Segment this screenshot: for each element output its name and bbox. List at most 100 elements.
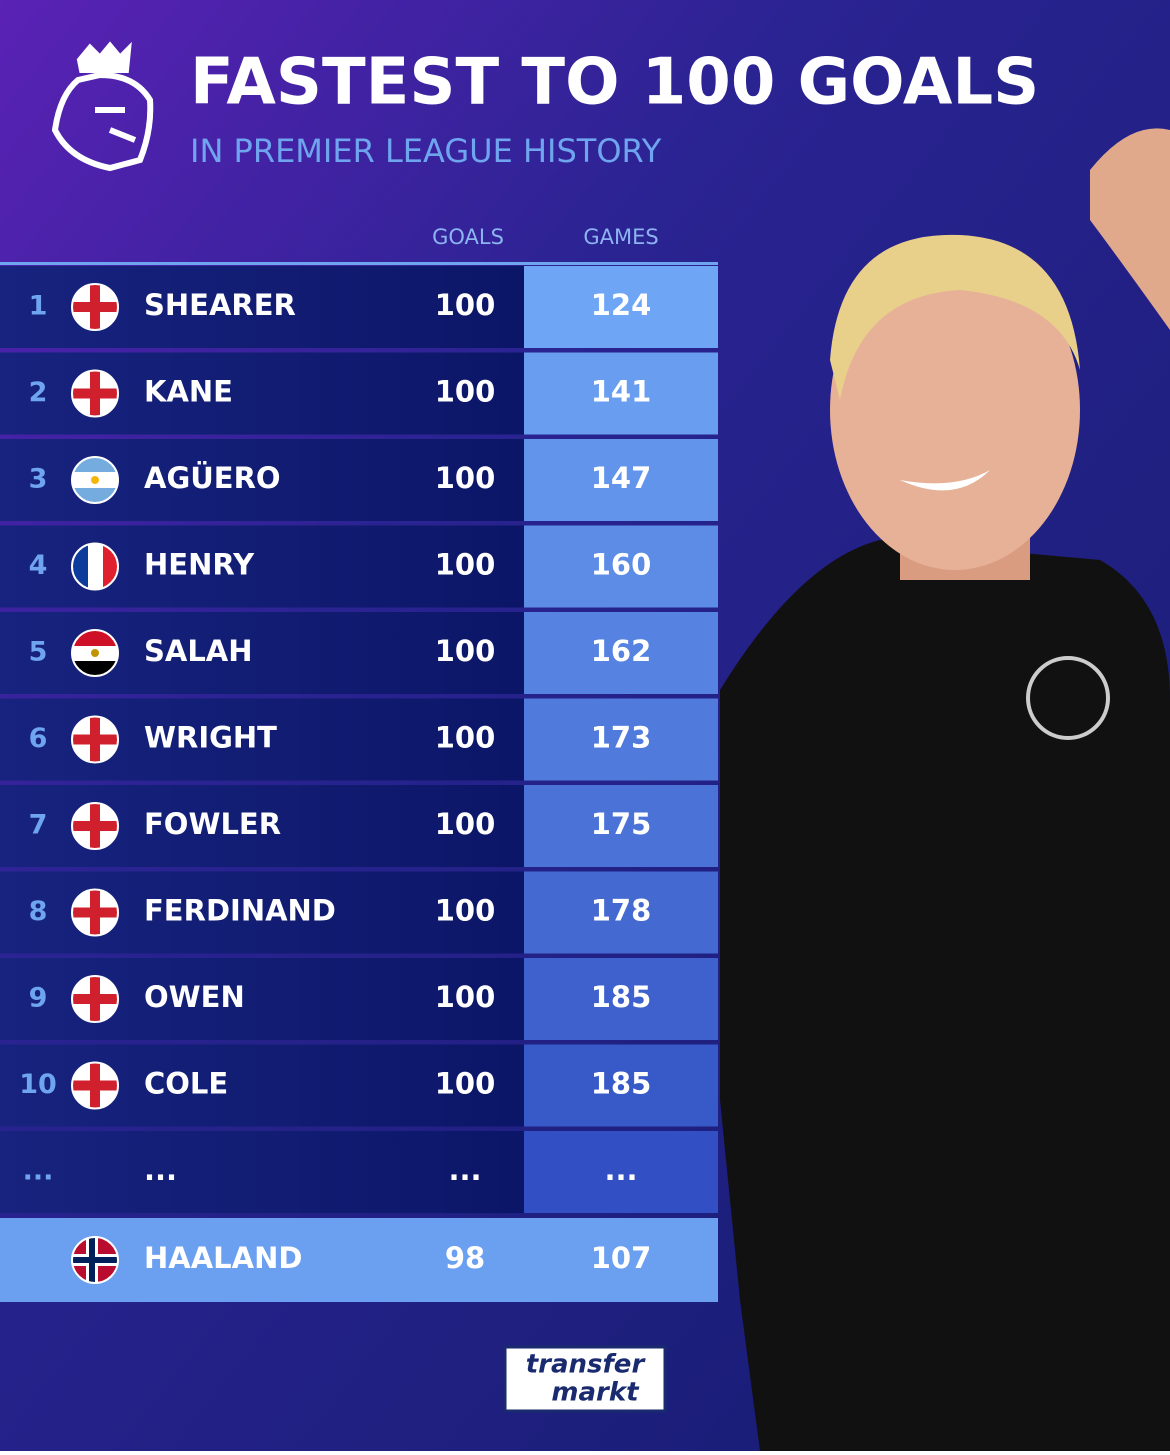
header-rule	[0, 262, 718, 265]
title: FASTEST TO 100 GOALS	[190, 46, 1039, 120]
flag-part	[72, 1257, 118, 1263]
logo-text: transfer	[526, 1350, 647, 1380]
player-name: FERDINAND	[144, 894, 336, 928]
rank: 9	[29, 983, 48, 1014]
games-cell	[524, 525, 718, 608]
flag-border	[71, 975, 119, 1023]
games-cell	[524, 698, 718, 781]
games: 185	[591, 980, 652, 1014]
flag-part	[88, 543, 103, 590]
flag	[71, 369, 119, 418]
games: 160	[591, 548, 652, 582]
rank: 5	[29, 637, 48, 668]
games: 124	[591, 288, 652, 322]
flag	[71, 1061, 119, 1110]
games: 173	[591, 721, 652, 755]
player-name: SHEARER	[144, 288, 296, 322]
player-name: ...	[144, 1153, 177, 1187]
flag-part	[91, 649, 99, 657]
flag	[71, 542, 119, 591]
games-cell	[524, 612, 718, 694]
column-header: GAMES	[583, 225, 658, 249]
goals: ...	[448, 1153, 481, 1187]
flag-part	[72, 821, 118, 831]
player-name: AGÜERO	[144, 461, 281, 495]
goals: 100	[435, 288, 496, 322]
logo-text: markt	[551, 1378, 640, 1408]
flag-body	[72, 1062, 118, 1109]
rank: 8	[29, 896, 48, 927]
flag-border	[71, 542, 119, 591]
table-row	[0, 1131, 524, 1213]
flag-part	[72, 1080, 118, 1091]
games: 162	[591, 634, 652, 668]
flag-border	[71, 369, 119, 418]
player-name: OWEN	[144, 980, 245, 1014]
flag-border	[71, 1236, 119, 1284]
flag-body	[72, 889, 118, 936]
flag-border	[71, 1061, 119, 1110]
column-header: GOALS	[432, 225, 504, 249]
rank: 3	[29, 464, 48, 495]
player-name: SALAH	[144, 634, 253, 668]
player-name: KANE	[144, 375, 233, 409]
flag-body	[72, 803, 118, 849]
goals: 100	[435, 634, 496, 668]
goals: 100	[435, 375, 496, 409]
games-cell	[524, 958, 718, 1040]
games-cell	[524, 785, 718, 867]
subtitle: IN PREMIER LEAGUE HISTORY	[190, 132, 662, 170]
goals: 100	[435, 807, 496, 841]
goals: 100	[435, 1067, 496, 1101]
flag	[71, 283, 119, 331]
flag-body	[72, 457, 118, 503]
rank: 10	[19, 1069, 57, 1100]
games: 107	[591, 1241, 652, 1275]
games: 141	[591, 375, 652, 409]
rank: 6	[29, 723, 48, 754]
games: 185	[591, 1067, 652, 1101]
flag	[71, 715, 119, 764]
flag-border	[71, 629, 119, 677]
goals: 100	[435, 980, 496, 1014]
rank: 4	[29, 550, 48, 581]
flag	[71, 629, 119, 677]
goals: 98	[445, 1241, 485, 1275]
rank: ...	[23, 1156, 54, 1187]
flag-body	[72, 284, 118, 330]
flag	[71, 456, 119, 504]
player-name: FOWLER	[144, 807, 281, 841]
flag-border	[71, 456, 119, 504]
flag-body	[72, 370, 118, 417]
goals: 100	[435, 894, 496, 928]
flag-part	[72, 388, 118, 399]
flag-part	[72, 994, 118, 1004]
games-cell	[524, 352, 718, 435]
games-cell	[524, 871, 718, 954]
flag-part	[91, 476, 99, 484]
games-cell	[524, 1044, 718, 1127]
flag-body	[72, 976, 118, 1022]
player-photo	[720, 128, 1170, 1451]
player-name: HAALAND	[144, 1241, 302, 1275]
games-cell	[524, 439, 718, 521]
games: 178	[591, 894, 652, 928]
rank: 1	[29, 291, 48, 322]
goals: 100	[435, 461, 496, 495]
flag-border	[71, 283, 119, 331]
flag-body	[72, 1237, 118, 1283]
games-cell	[524, 1131, 718, 1213]
player-name: COLE	[144, 1067, 228, 1101]
games-cell	[524, 266, 718, 348]
flag-body	[72, 716, 118, 763]
games: ...	[604, 1153, 637, 1187]
player-name: WRIGHT	[144, 721, 277, 755]
rank: 2	[29, 377, 48, 408]
flag	[71, 802, 119, 850]
rank: 7	[29, 810, 48, 841]
games: 175	[591, 807, 652, 841]
pl-logo	[51, 41, 154, 172]
flag-border	[71, 802, 119, 850]
